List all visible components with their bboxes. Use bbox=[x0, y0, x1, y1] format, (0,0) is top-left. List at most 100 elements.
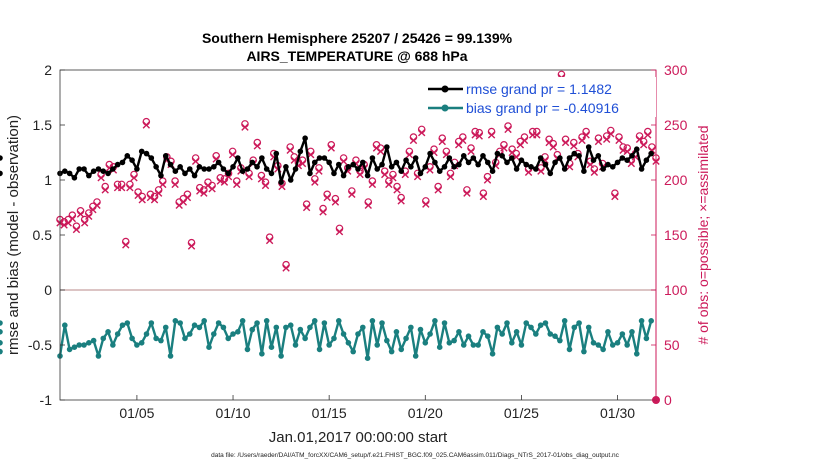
y-left-tick-label: 1.5 bbox=[33, 117, 53, 133]
obs-assimilated-marker bbox=[479, 192, 488, 201]
bias-point bbox=[369, 318, 376, 324]
bias-point bbox=[326, 342, 332, 348]
bias-point bbox=[273, 324, 280, 331]
bias-point bbox=[619, 331, 626, 337]
obs-assimilated-marker bbox=[265, 236, 274, 245]
obs-assimilated-marker bbox=[150, 196, 159, 204]
rmse-point bbox=[302, 135, 308, 141]
bias-point bbox=[124, 320, 131, 326]
obs-assimilated-marker bbox=[142, 121, 151, 129]
obs-assimilated-marker bbox=[60, 221, 68, 229]
obs-assimilated-marker bbox=[286, 146, 294, 154]
obs-assimilated-marker bbox=[68, 214, 77, 223]
obs-assimilated-marker bbox=[409, 136, 418, 145]
rmse-point bbox=[533, 166, 539, 172]
rmse-point bbox=[499, 153, 505, 159]
bias-point bbox=[220, 324, 227, 331]
rmse-point bbox=[292, 166, 299, 172]
rmse-point bbox=[230, 164, 236, 170]
rmse-point bbox=[504, 159, 510, 166]
y-right-tick-label: 150 bbox=[664, 227, 688, 243]
bias-point bbox=[590, 340, 597, 346]
bias-point bbox=[408, 324, 414, 331]
rmse-point bbox=[537, 155, 544, 161]
obs-assimilated-marker bbox=[183, 193, 192, 202]
obs-assimilated-marker bbox=[261, 181, 270, 190]
obs-assimilated-marker bbox=[446, 173, 455, 181]
rmse-point bbox=[191, 172, 198, 179]
obs-assimilated-marker bbox=[602, 135, 611, 143]
bias-point bbox=[364, 355, 371, 362]
obs-assimilated-marker bbox=[315, 167, 323, 175]
obs-assimilated-marker bbox=[72, 225, 81, 234]
bias-point bbox=[345, 340, 352, 346]
rmse-point bbox=[619, 155, 626, 161]
bias-point bbox=[287, 322, 294, 329]
bias-point bbox=[513, 329, 520, 335]
obs-assimilated-marker bbox=[233, 180, 241, 189]
rmse-point bbox=[225, 170, 232, 177]
bias-point bbox=[302, 335, 308, 342]
rmse-point bbox=[263, 166, 270, 172]
legend-rmse-label: rmse grand pr = 1.1482 bbox=[466, 81, 612, 97]
rmse-point bbox=[436, 168, 443, 174]
bias-point bbox=[451, 337, 457, 344]
bias-point bbox=[355, 331, 361, 337]
bias-point bbox=[239, 318, 246, 324]
bias-point bbox=[129, 335, 135, 342]
bias-point bbox=[609, 342, 616, 348]
bias-point bbox=[624, 342, 630, 348]
bias-point bbox=[0, 348, 3, 355]
plot-area bbox=[60, 70, 656, 400]
bias-point bbox=[206, 344, 212, 351]
rmse-point bbox=[412, 155, 419, 161]
bias-point bbox=[297, 326, 304, 333]
bias-point bbox=[177, 320, 183, 326]
rmse-point bbox=[259, 155, 265, 161]
rmse-point bbox=[609, 164, 616, 170]
bias-point bbox=[494, 324, 501, 331]
bias-point bbox=[518, 342, 525, 348]
obs-assimilated-marker bbox=[504, 125, 512, 134]
obs-assimilated-marker bbox=[644, 131, 652, 139]
bias-point bbox=[441, 320, 448, 326]
bias-point bbox=[528, 324, 534, 331]
bias-point bbox=[186, 331, 193, 337]
legend-bias-label: bias grand pr = -0.40916 bbox=[466, 100, 619, 116]
rmse-point bbox=[470, 155, 477, 161]
obs-assimilated-marker bbox=[520, 136, 529, 145]
obs-assimilated-marker bbox=[487, 131, 496, 139]
obs-assimilated-marker bbox=[561, 138, 570, 147]
bias-point bbox=[162, 324, 169, 331]
bias-point bbox=[196, 324, 203, 331]
obs-assimilated-marker bbox=[146, 193, 155, 202]
obs-assimilated-marker bbox=[241, 123, 249, 131]
rmse-point bbox=[86, 172, 92, 179]
y-left-tick-label: 0.5 bbox=[33, 227, 53, 243]
obs-assimilated-marker bbox=[594, 137, 603, 146]
rmse-point bbox=[422, 164, 429, 170]
bias-point bbox=[225, 335, 232, 342]
rmse-point bbox=[153, 164, 159, 170]
bias-point bbox=[638, 318, 645, 324]
bias-point bbox=[119, 322, 126, 329]
legend-rmse-marker bbox=[441, 85, 449, 93]
obs-assimilated-marker bbox=[311, 178, 319, 186]
bias-point bbox=[417, 326, 424, 333]
obs-assimilated-marker bbox=[220, 178, 229, 186]
rmse-point bbox=[268, 170, 275, 177]
bias-point bbox=[629, 329, 635, 335]
bias-point bbox=[422, 340, 429, 346]
obs-assimilated-marker bbox=[623, 147, 631, 156]
rmse-point bbox=[542, 161, 549, 168]
rmse-point bbox=[557, 155, 563, 161]
rmse-point bbox=[66, 170, 73, 177]
rmse-point bbox=[523, 161, 530, 168]
bias-point bbox=[600, 346, 606, 353]
obs-assimilated-marker bbox=[434, 186, 442, 194]
rmse-point bbox=[162, 153, 169, 159]
bias-point bbox=[321, 320, 328, 326]
obs-assimilated-marker bbox=[335, 228, 344, 236]
legend-box bbox=[424, 77, 656, 117]
